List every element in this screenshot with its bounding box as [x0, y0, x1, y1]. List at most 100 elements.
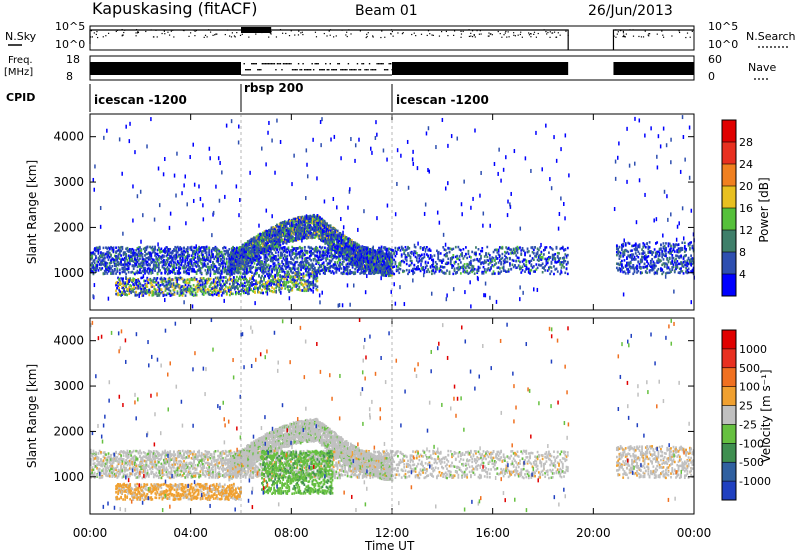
- nsearch-point: [671, 35, 673, 37]
- power-band-cell: [159, 249, 162, 253]
- power-band-cell: [168, 247, 170, 251]
- power-band-cell: [175, 249, 178, 253]
- power-band-cell: [243, 253, 246, 256]
- nave-point: [294, 69, 297, 71]
- nsearch-point: [473, 34, 475, 36]
- power-band-cell: [329, 269, 331, 273]
- nsearch-point: [471, 30, 474, 32]
- power-band-cell: [162, 263, 165, 266]
- nave-point: [368, 63, 371, 65]
- power-band-cell: [204, 258, 207, 262]
- power-band-cell: [171, 271, 174, 274]
- nsearch-point: [107, 32, 110, 34]
- power-band-cell: [207, 271, 209, 275]
- power-band-cell: [254, 252, 257, 256]
- power-band-cell: [175, 257, 178, 260]
- power-band-cell: [234, 256, 237, 259]
- nsearch-point: [513, 32, 515, 34]
- power-band-cell: [332, 263, 335, 266]
- power-band-cell: [305, 249, 307, 253]
- power-band-cell: [251, 271, 253, 274]
- power-band-cell: [278, 256, 281, 260]
- power-band-cell: [286, 251, 289, 254]
- power-band-cell: [232, 252, 234, 256]
- power-arc-cell: [269, 236, 272, 240]
- power-band-cell: [264, 263, 267, 267]
- power-band-cell: [157, 266, 160, 270]
- nave-point: [243, 63, 245, 65]
- power-band-cell: [335, 266, 338, 270]
- power-band-cell: [225, 260, 228, 263]
- power-band-cell: [185, 269, 188, 273]
- power-band-cell: [122, 266, 125, 269]
- power-band-cell: [244, 248, 247, 251]
- power-band-cell: [203, 255, 206, 259]
- power-band-cell: [229, 254, 232, 258]
- power-arc-cell: [304, 215, 306, 218]
- power-band-cell: [110, 245, 112, 249]
- power-band-cell: [135, 249, 138, 252]
- power-arc-cell: [229, 274, 232, 277]
- power-band-cell: [116, 249, 119, 253]
- power-band-cell: [281, 264, 284, 268]
- power-band-cell: [335, 251, 338, 255]
- power-band-cell: [315, 254, 318, 258]
- power-band-cell: [241, 267, 243, 270]
- power-band-cell: [258, 260, 261, 264]
- power-band-cell: [156, 264, 159, 267]
- nsearch-point: [479, 30, 481, 32]
- power-arc-cell: [357, 261, 359, 265]
- power-band-cell: [242, 252, 245, 255]
- power-band-cell: [161, 259, 164, 263]
- power-band-cell: [108, 265, 111, 268]
- power-band-cell: [162, 255, 165, 258]
- power-band-cell: [132, 260, 135, 263]
- nsearch-point: [182, 29, 184, 31]
- power-band-cell: [136, 265, 139, 269]
- nave-point: [338, 63, 341, 65]
- nsearch-point: [228, 35, 231, 37]
- power-band-cell: [196, 252, 199, 256]
- power-band-cell: [227, 254, 229, 257]
- power-band-cell: [190, 263, 193, 267]
- power-band-cell: [129, 254, 131, 258]
- nsearch-point: [551, 32, 553, 34]
- nsearch-point: [632, 35, 635, 37]
- power-band-cell: [144, 266, 146, 270]
- nsearch-point: [173, 36, 175, 38]
- power-band-cell: [233, 266, 236, 269]
- power-arc-cell: [279, 241, 282, 244]
- power-band-cell: [120, 245, 122, 249]
- freq-tick-top: 18: [66, 53, 80, 66]
- power-band-cell: [137, 262, 140, 266]
- power-band-cell: [107, 270, 110, 273]
- power-band-cell: [312, 257, 315, 261]
- power-band-cell: [203, 257, 206, 260]
- power-band-cell: [261, 261, 263, 264]
- power-band-cell: [330, 255, 333, 259]
- power-band-cell: [342, 272, 345, 275]
- power-band-cell: [339, 245, 341, 249]
- nsearch-point: [95, 33, 97, 36]
- power-band-cell: [300, 260, 302, 264]
- power-band-cell: [248, 265, 251, 268]
- power-band-cell: [180, 261, 183, 265]
- power-arc-cell: [299, 226, 302, 230]
- power-band-cell: [101, 253, 104, 257]
- power-band-cell: [248, 266, 251, 270]
- power-band-cell: [162, 260, 165, 263]
- power-band-cell: [332, 254, 335, 258]
- power-arc-cell: [307, 236, 310, 239]
- nave-point: [284, 63, 286, 65]
- power-arc-cell: [262, 240, 265, 244]
- nave-point: [297, 63, 300, 65]
- nsearch-point: [623, 34, 625, 36]
- power-band-cell: [171, 268, 174, 271]
- power-band-cell: [127, 248, 130, 252]
- power-band-cell: [336, 267, 339, 271]
- nsearch-point: [248, 36, 250, 38]
- power-band-cell: [126, 261, 129, 265]
- power-band-cell: [321, 262, 324, 265]
- power-band-cell: [316, 249, 319, 253]
- power-band-cell: [238, 252, 241, 255]
